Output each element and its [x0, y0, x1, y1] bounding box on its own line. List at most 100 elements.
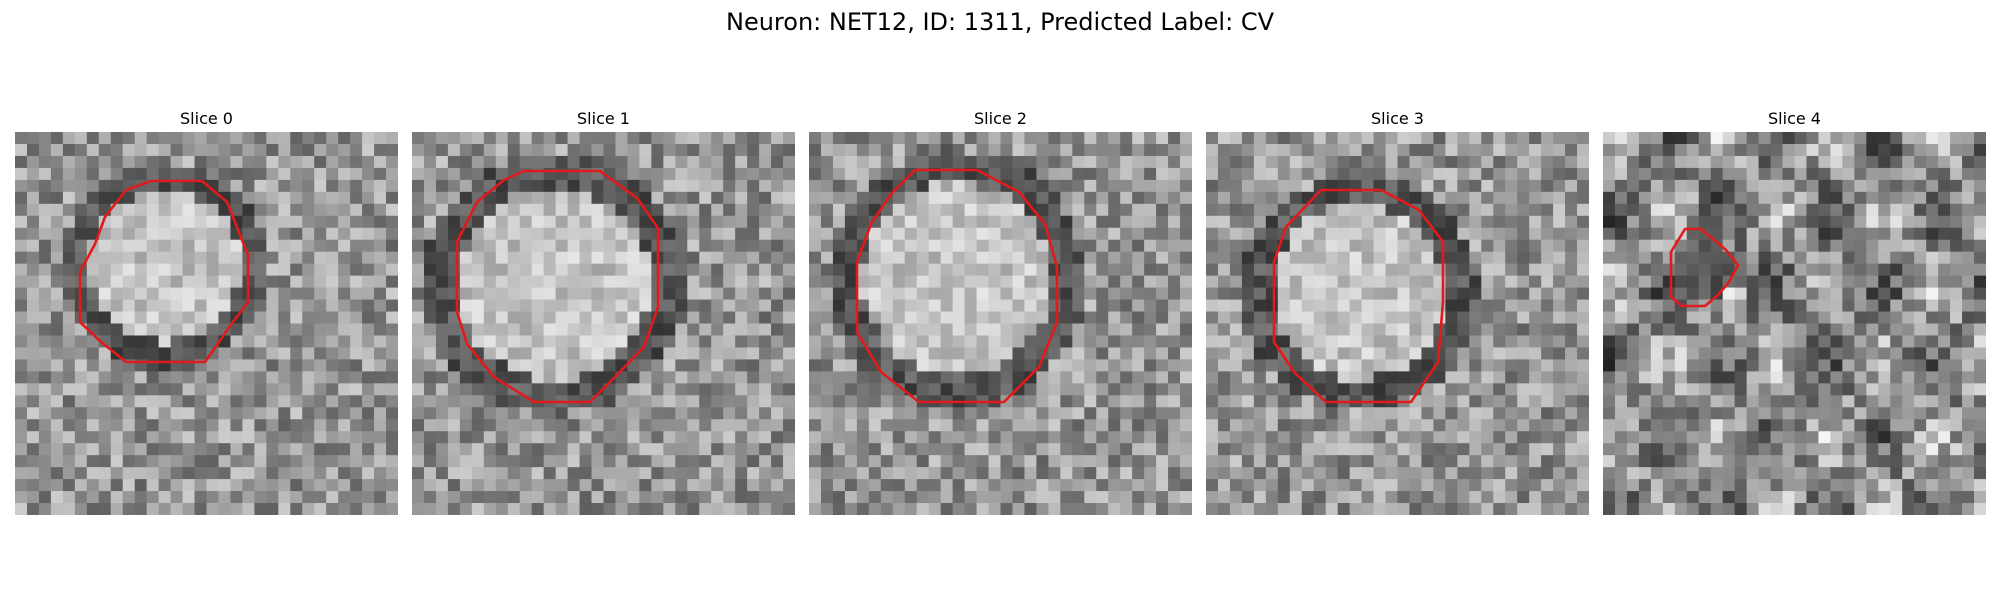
image-pixel: [1818, 383, 1832, 396]
image-pixel: [1265, 143, 1279, 157]
image-pixel: [1156, 132, 1169, 145]
image-pixel: [832, 467, 846, 480]
image-pixel: [26, 503, 40, 515]
image-pixel: [1132, 263, 1145, 277]
image-pixel: [242, 143, 255, 157]
image-pixel: [1553, 215, 1566, 229]
image-pixel: [1553, 179, 1566, 193]
image-pixel: [1842, 287, 1855, 301]
image-pixel: [1746, 431, 1760, 444]
image-pixel: [1361, 335, 1375, 349]
image-pixel: [1603, 371, 1616, 384]
image-pixel: [1397, 227, 1411, 241]
image-pixel: [326, 179, 339, 193]
image-pixel: [1674, 287, 1688, 301]
image-pixel: [1830, 239, 1843, 253]
image-pixel: [964, 275, 978, 289]
image-pixel: [134, 287, 148, 301]
image-pixel: [110, 455, 124, 468]
image-pixel: [1950, 251, 1963, 265]
image-pixel: [1794, 167, 1808, 181]
image-pixel: [1914, 431, 1927, 444]
image-pixel: [1168, 143, 1181, 157]
image-pixel: [723, 251, 736, 265]
image-pixel: [1168, 371, 1181, 384]
image-pixel: [1132, 335, 1145, 349]
image-pixel: [194, 287, 208, 301]
image-pixel: [386, 323, 398, 337]
image-pixel: [1770, 395, 1784, 408]
image-pixel: [1072, 455, 1085, 468]
image-pixel: [15, 143, 28, 157]
image-pixel: [1373, 359, 1387, 372]
image-pixel: [1974, 179, 1986, 193]
image-pixel: [1830, 395, 1843, 408]
image-pixel: [976, 419, 990, 432]
image-pixel: [1493, 143, 1506, 157]
image-pixel: [1168, 407, 1181, 420]
image-pixel: [1722, 299, 1736, 313]
image-pixel: [1505, 371, 1518, 384]
image-pixel: [1914, 155, 1927, 169]
image-pixel: [326, 503, 339, 515]
image-pixel: [1108, 479, 1121, 492]
image-pixel: [1914, 227, 1927, 241]
image-pixel: [495, 215, 509, 229]
image-pixel: [230, 503, 244, 515]
image-pixel: [278, 263, 291, 277]
image-pixel: [844, 155, 858, 169]
image-pixel: [1096, 203, 1109, 217]
image-pixel: [1445, 299, 1458, 313]
image-pixel: [1650, 383, 1664, 396]
image-pixel: [952, 443, 966, 456]
image-pixel: [651, 419, 664, 432]
image-pixel: [1421, 191, 1435, 205]
image-pixel: [1012, 335, 1026, 349]
image-pixel: [1421, 132, 1435, 145]
image-pixel: [1325, 443, 1339, 456]
image-pixel: [1529, 335, 1542, 349]
image-pixel: [1000, 503, 1014, 515]
image-pixel: [663, 311, 676, 325]
image-pixel: [1433, 479, 1446, 492]
image-pixel: [290, 467, 303, 480]
image-pixel: [194, 383, 208, 396]
image-pixel: [555, 467, 569, 480]
image-pixel: [1229, 395, 1243, 408]
image-pixel: [1962, 383, 1975, 396]
image-pixel: [699, 455, 712, 468]
image-pixel: [1349, 287, 1363, 301]
image-pixel: [771, 215, 784, 229]
image-pixel: [1108, 419, 1121, 432]
image-pixel: [1565, 335, 1578, 349]
image-pixel: [892, 335, 906, 349]
image-pixel: [1060, 395, 1073, 408]
image-pixel: [1914, 443, 1927, 456]
image-pixel: [1806, 227, 1820, 241]
image-pixel: [531, 335, 545, 349]
image-pixel: [326, 419, 339, 432]
image-pixel: [1517, 191, 1530, 205]
image-pixel: [1517, 311, 1530, 325]
image-pixel: [1866, 299, 1879, 313]
image-pixel: [86, 215, 100, 229]
image-pixel: [1180, 395, 1192, 408]
image-pixel: [1072, 443, 1085, 456]
image-pixel: [98, 132, 112, 145]
image-pixel: [1048, 191, 1061, 205]
image-pixel: [1854, 371, 1867, 384]
image-pixel: [1265, 383, 1279, 396]
image-pixel: [1277, 287, 1291, 301]
image-pixel: [1950, 395, 1963, 408]
image-pixel: [1397, 407, 1411, 420]
image-pixel: [1974, 215, 1986, 229]
image-pixel: [627, 179, 641, 193]
image-pixel: [158, 155, 172, 169]
image-pixel: [1638, 275, 1652, 289]
image-pixel: [1614, 143, 1628, 157]
image-pixel: [1686, 251, 1700, 265]
image-pixel: [687, 167, 700, 181]
image-pixel: [1024, 167, 1038, 181]
image-pixel: [1325, 299, 1339, 313]
image-pixel: [242, 155, 255, 169]
